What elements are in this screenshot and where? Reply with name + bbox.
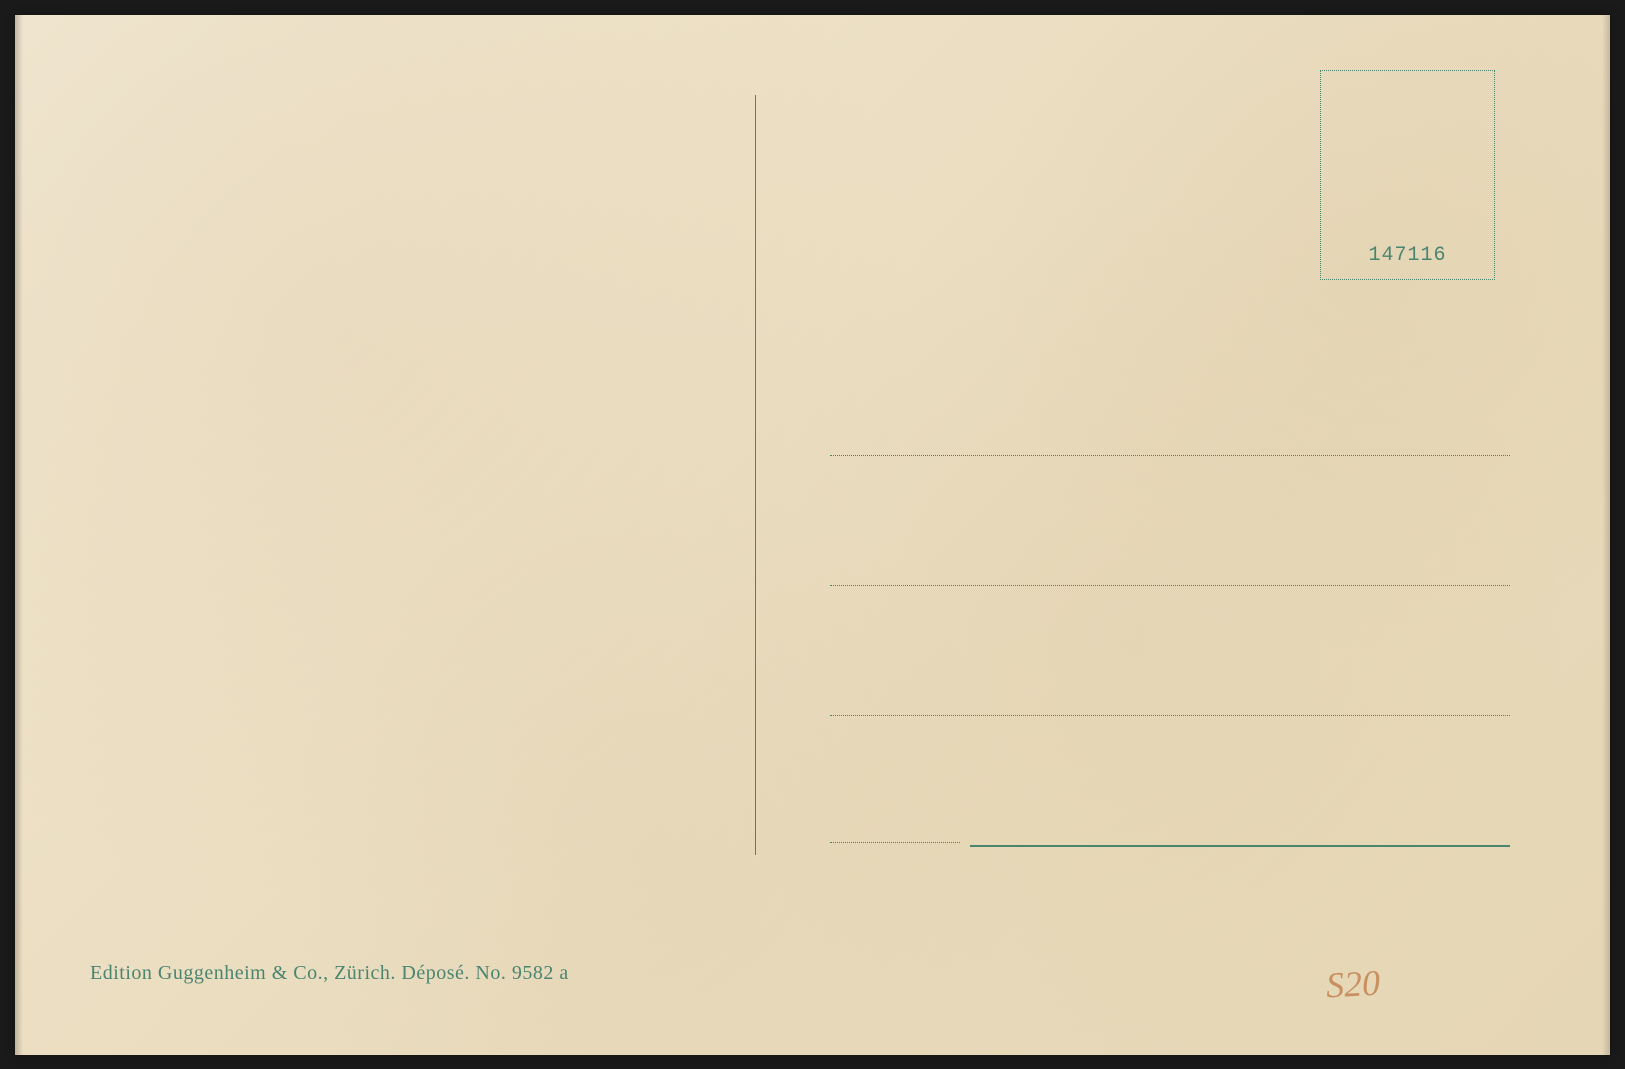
center-divider-line [755, 95, 756, 855]
edge-shadow [1602, 15, 1610, 1055]
address-line [830, 842, 960, 843]
address-line-solid [970, 845, 1510, 847]
address-line [830, 455, 1510, 456]
postcard-back: 147116 Edition Guggenheim & Co., Zürich.… [15, 15, 1610, 1055]
handwritten-annotation: S20 [1325, 961, 1381, 1006]
stamp-number: 147116 [1368, 244, 1446, 267]
address-line [830, 585, 1510, 586]
stamp-placeholder-box: 147116 [1320, 70, 1495, 280]
address-line [830, 715, 1510, 716]
edge-shadow [15, 15, 23, 1055]
publisher-imprint: Edition Guggenheim & Co., Zürich. Déposé… [90, 962, 569, 985]
